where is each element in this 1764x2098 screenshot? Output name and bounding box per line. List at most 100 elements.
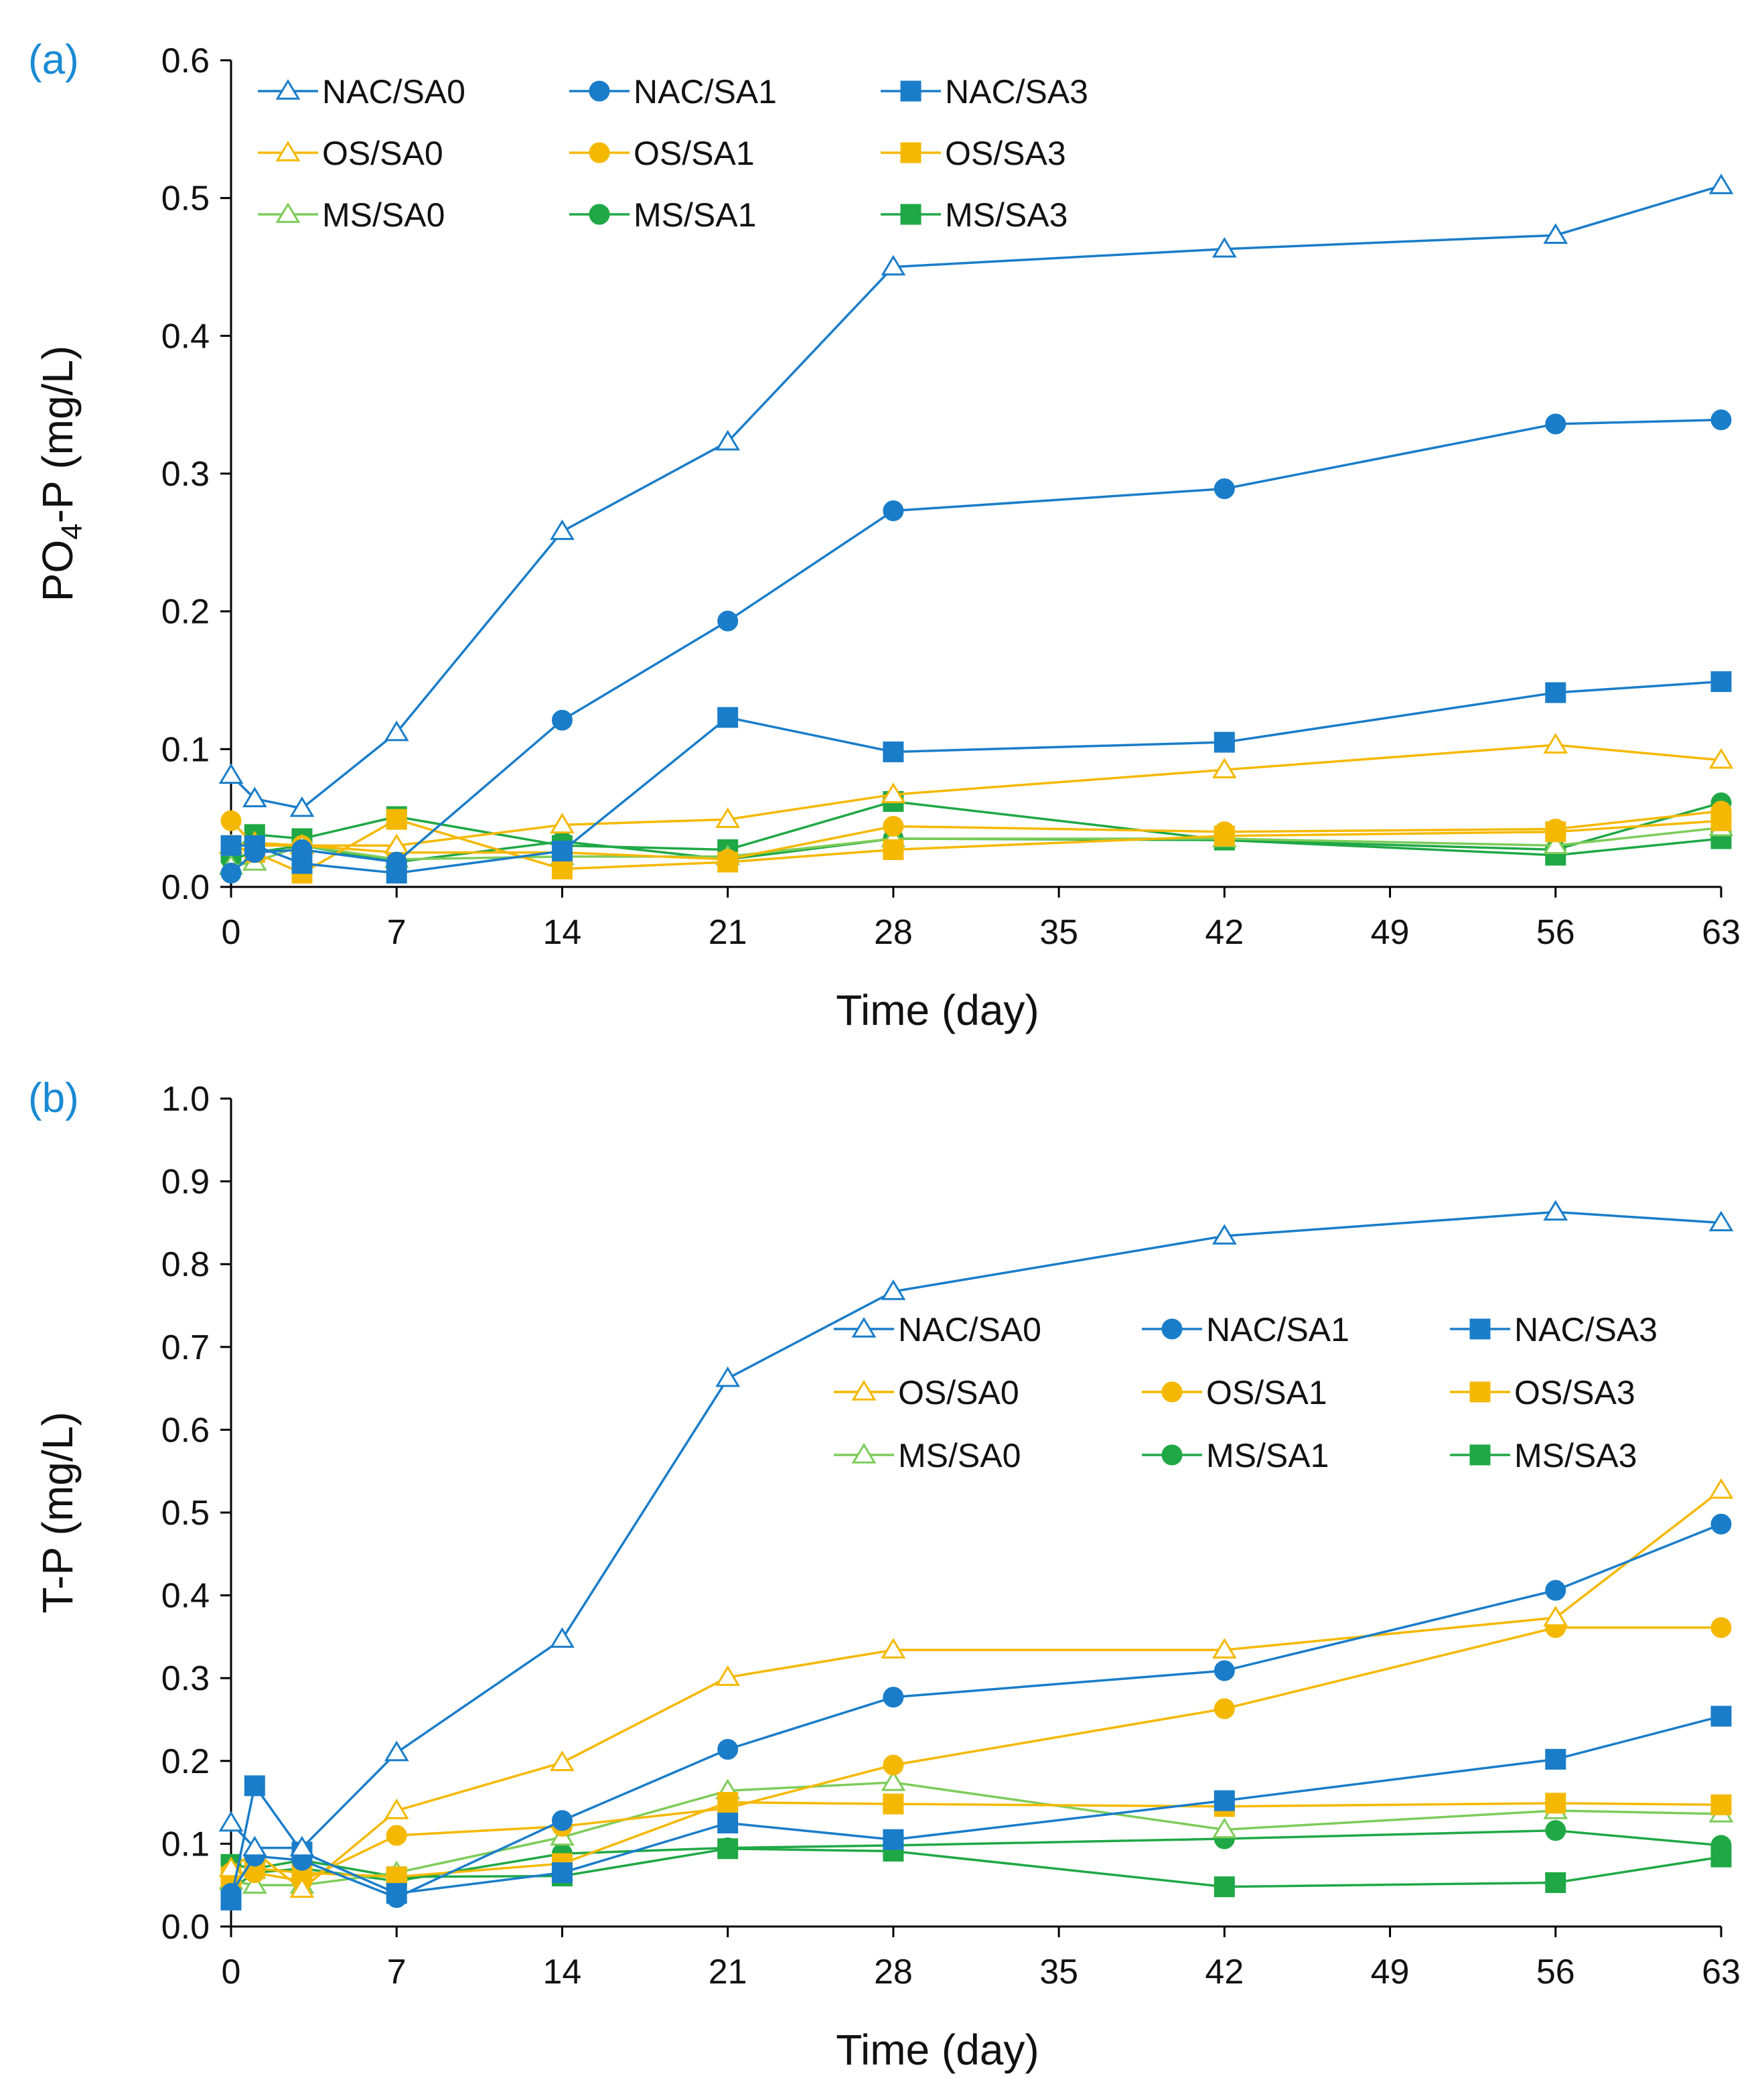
legend-label-a-nac-sa3: NAC/SA3	[945, 73, 1088, 111]
y-tick-label-b-7: 0.7	[161, 1328, 210, 1367]
legend-label-a-nac-sa1: NAC/SA1	[634, 73, 777, 111]
line-a-os-sa3	[230, 818, 1722, 875]
point-a-nac-sa0-7	[1211, 236, 1237, 258]
ticks-a: 0 7 14 21 28 35 42 49 56 63 0.0 0.1 0.2 0.3 0.4 0.5 0.6	[161, 42, 1741, 952]
y-tick-label-b-8: 0.8	[161, 1245, 210, 1284]
legend-label-a-ms-sa0: MS/SA0	[322, 196, 445, 234]
legend-label-a-os-sa0: OS/SA0	[322, 135, 443, 172]
legend-item-a-ms-sa0: MS/SA0	[258, 196, 445, 234]
legend-marker-b-nac-sa1	[1161, 1318, 1183, 1340]
x-tick-label-b-9: 63	[1702, 1953, 1741, 1991]
legend-marker-b-ms-sa3	[1469, 1444, 1491, 1466]
line-a-nac-sa1	[230, 419, 1722, 874]
line-a-ms-sa3	[230, 800, 1722, 857]
x-tick-label-a-2: 14	[543, 913, 582, 952]
point-a-os-sa0-7	[1211, 758, 1237, 778]
y-axis-title-a: PO4-P (mg/L)	[33, 346, 88, 602]
point-b-nac-sa0-8	[1543, 1200, 1568, 1221]
legend-label-b-nac-sa0: NAC/SA0	[898, 1311, 1041, 1348]
line-b-ms-sa0	[230, 1781, 1722, 1886]
point-a-nac-sa0-2	[289, 796, 315, 817]
y-axis-title-a-rest: -P (mg/L)	[33, 346, 82, 524]
point-a-os-sa3-3	[386, 809, 407, 830]
point-b-os-sa0-9	[1708, 1478, 1734, 1499]
point-a-os-sa0-9	[1708, 748, 1734, 769]
point-a-nac-sa3-9	[1710, 671, 1732, 693]
point-a-nac-sa0-8	[1543, 223, 1568, 244]
y-tick-label-a-6: 0.6	[161, 42, 210, 80]
point-b-os-sa0-7	[1211, 1638, 1237, 1659]
point-a-nac-sa0-4	[550, 519, 575, 541]
point-b-os-sa1-3	[386, 1825, 407, 1846]
y-axis-title-a-sub: 4	[56, 523, 88, 539]
x-tick-label-a-8: 56	[1536, 913, 1575, 952]
y-tick-label-a-2: 0.2	[161, 593, 210, 632]
y-tick-label-b-9: 0.9	[161, 1163, 210, 1202]
y-tick-label-b-1: 0.1	[161, 1825, 210, 1864]
y-tick-label-b-0: 0.0	[161, 1908, 210, 1947]
point-b-nac-sa3-7	[1214, 1790, 1235, 1811]
point-a-nac-sa3-5	[717, 707, 739, 728]
y-axis-title-b: T-P (mg/L)	[33, 1411, 82, 1613]
point-b-os-sa1-9	[1710, 1617, 1732, 1638]
point-b-os-sa0-2	[289, 1877, 315, 1898]
point-a-os-sa1-9	[1710, 800, 1732, 822]
point-b-nac-sa1-6	[883, 1687, 904, 1708]
legend-a: NAC/SA0 NAC/SA1 NAC/SA3 OS/SA0 OS/SA1 OS/SA3 M…	[258, 73, 1088, 234]
point-a-nac-sa0-0	[218, 763, 244, 784]
point-a-os-sa1-0	[220, 810, 242, 831]
legend-item-b-os-sa1: OS/SA1	[1142, 1374, 1327, 1411]
line-b-os-sa0	[230, 1489, 1722, 1891]
point-b-os-sa3-9	[1710, 1794, 1732, 1815]
series-b-nac-sa1	[220, 1513, 1732, 1908]
x-tick-label-a-6: 42	[1205, 913, 1244, 952]
point-b-nac-sa1-0	[220, 1883, 242, 1904]
line-b-nac-sa3	[230, 1715, 1722, 1900]
y-tick-label-a-0: 0.0	[161, 868, 210, 907]
x-tick-label-a-0: 0	[222, 913, 241, 952]
legend-marker-a-os-sa1	[589, 142, 610, 163]
legend-label-b-nac-sa1: NAC/SA1	[1206, 1311, 1349, 1348]
series-b	[218, 1200, 1734, 1910]
x-tick-label-b-0: 0	[222, 1953, 241, 1991]
point-b-ms-sa0-1	[242, 1873, 267, 1894]
line-a-nac-sa0	[230, 184, 1722, 810]
point-a-nac-sa3-4	[551, 841, 573, 862]
point-b-ms-sa3-8	[1545, 1872, 1566, 1893]
line-b-nac-sa0	[230, 1210, 1722, 1849]
legend-marker-b-nac-sa0	[851, 1317, 877, 1338]
legend-label-b-ms-sa1: MS/SA1	[1206, 1437, 1329, 1474]
panel-label-a: (a)	[28, 37, 79, 83]
point-b-nac-sa0-0	[218, 1811, 244, 1832]
legend-marker-b-os-sa3	[1469, 1381, 1491, 1403]
legend-label-a-os-sa1: OS/SA1	[634, 135, 755, 172]
legend-b: NAC/SA0 NAC/SA1 NAC/SA3 OS/SA0 OS/SA1 OS/SA3 M…	[834, 1311, 1658, 1474]
point-b-os-sa0-4	[550, 1750, 575, 1772]
point-b-nac-sa3-8	[1545, 1748, 1566, 1770]
series-a	[218, 173, 1734, 884]
point-a-nac-sa3-0	[220, 835, 242, 856]
point-b-nac-sa0-4	[550, 1627, 575, 1648]
x-axis-title-b: Time (day)	[836, 2026, 1039, 2074]
legend-label-b-os-sa1: OS/SA1	[1206, 1374, 1327, 1411]
x-tick-label-a-3: 21	[709, 913, 747, 952]
point-a-nac-sa0-5	[715, 429, 741, 451]
legend-marker-a-ms-sa3	[900, 204, 922, 225]
point-b-ms-sa0-6	[881, 1770, 906, 1791]
x-tick-label-b-6: 42	[1205, 1953, 1244, 1991]
legend-item-b-ms-sa3: MS/SA3	[1450, 1437, 1637, 1474]
point-a-os-sa1-7	[1214, 821, 1235, 843]
point-a-os-sa0-8	[1543, 733, 1568, 754]
series-b-nac-sa3	[220, 1705, 1732, 1910]
point-a-nac-sa3-6	[883, 741, 904, 762]
point-b-os-sa0-6	[881, 1638, 906, 1659]
point-b-ms-sa1-5	[717, 1837, 739, 1859]
legend-label-a-nac-sa0: NAC/SA0	[322, 73, 465, 111]
x-tick-label-a-5: 35	[1039, 913, 1078, 952]
legend-item-a-nac-sa0: NAC/SA0	[258, 73, 465, 111]
point-a-os-sa1-8	[1545, 819, 1566, 840]
x-tick-label-b-2: 14	[543, 1953, 582, 1991]
point-b-nac-sa3-6	[883, 1829, 904, 1850]
point-a-nac-sa1-8	[1545, 413, 1566, 435]
